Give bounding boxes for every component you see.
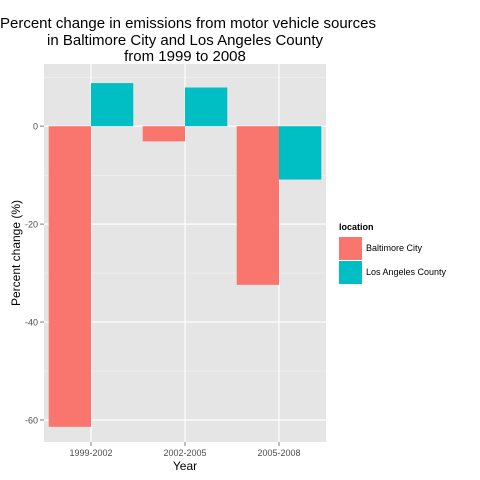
bar-los-angeles-county-1999-2002 bbox=[91, 83, 134, 127]
chart-title-line-1: Percent change in emissions from motor v… bbox=[0, 15, 376, 32]
bar-baltimore-city-2002-2005 bbox=[142, 126, 185, 142]
legend-key-los-angeles bbox=[339, 260, 362, 284]
y-tick-label: -60 bbox=[25, 415, 38, 425]
chart-title-line-3: from 1999 to 2008 bbox=[124, 48, 246, 65]
x-tick-label: 1999-2002 bbox=[69, 448, 112, 458]
x-axis-title: Year bbox=[173, 459, 197, 473]
x-tick-label: 2005-2008 bbox=[257, 448, 300, 458]
legend-title: location bbox=[339, 222, 374, 232]
x-tick-label: 2002-2005 bbox=[163, 448, 206, 458]
legend-key-baltimore bbox=[339, 236, 362, 260]
bar-los-angeles-county-2005-2008 bbox=[279, 126, 322, 180]
bar-los-angeles-county-2002-2005 bbox=[185, 87, 228, 127]
bar-baltimore-city-2005-2008 bbox=[236, 126, 279, 285]
legend-label-baltimore: Baltimore City bbox=[366, 243, 423, 253]
legend-item-los-angeles: Los Angeles County bbox=[339, 260, 446, 284]
legend-label-los-angeles: Los Angeles County bbox=[366, 267, 447, 277]
chart-title-line-2: in Baltimore City and Los Angeles County bbox=[47, 32, 323, 49]
bar-baltimore-city-1999-2002 bbox=[48, 126, 91, 427]
legend-item-baltimore: Baltimore City bbox=[339, 236, 446, 260]
y-tick-label: -40 bbox=[25, 318, 38, 328]
y-axis-title: Percent change (%) bbox=[9, 200, 23, 306]
legend: location Baltimore City Los Angeles Coun… bbox=[339, 222, 446, 284]
y-tick-label: 0 bbox=[33, 122, 38, 132]
y-tick-label: -20 bbox=[25, 220, 38, 230]
